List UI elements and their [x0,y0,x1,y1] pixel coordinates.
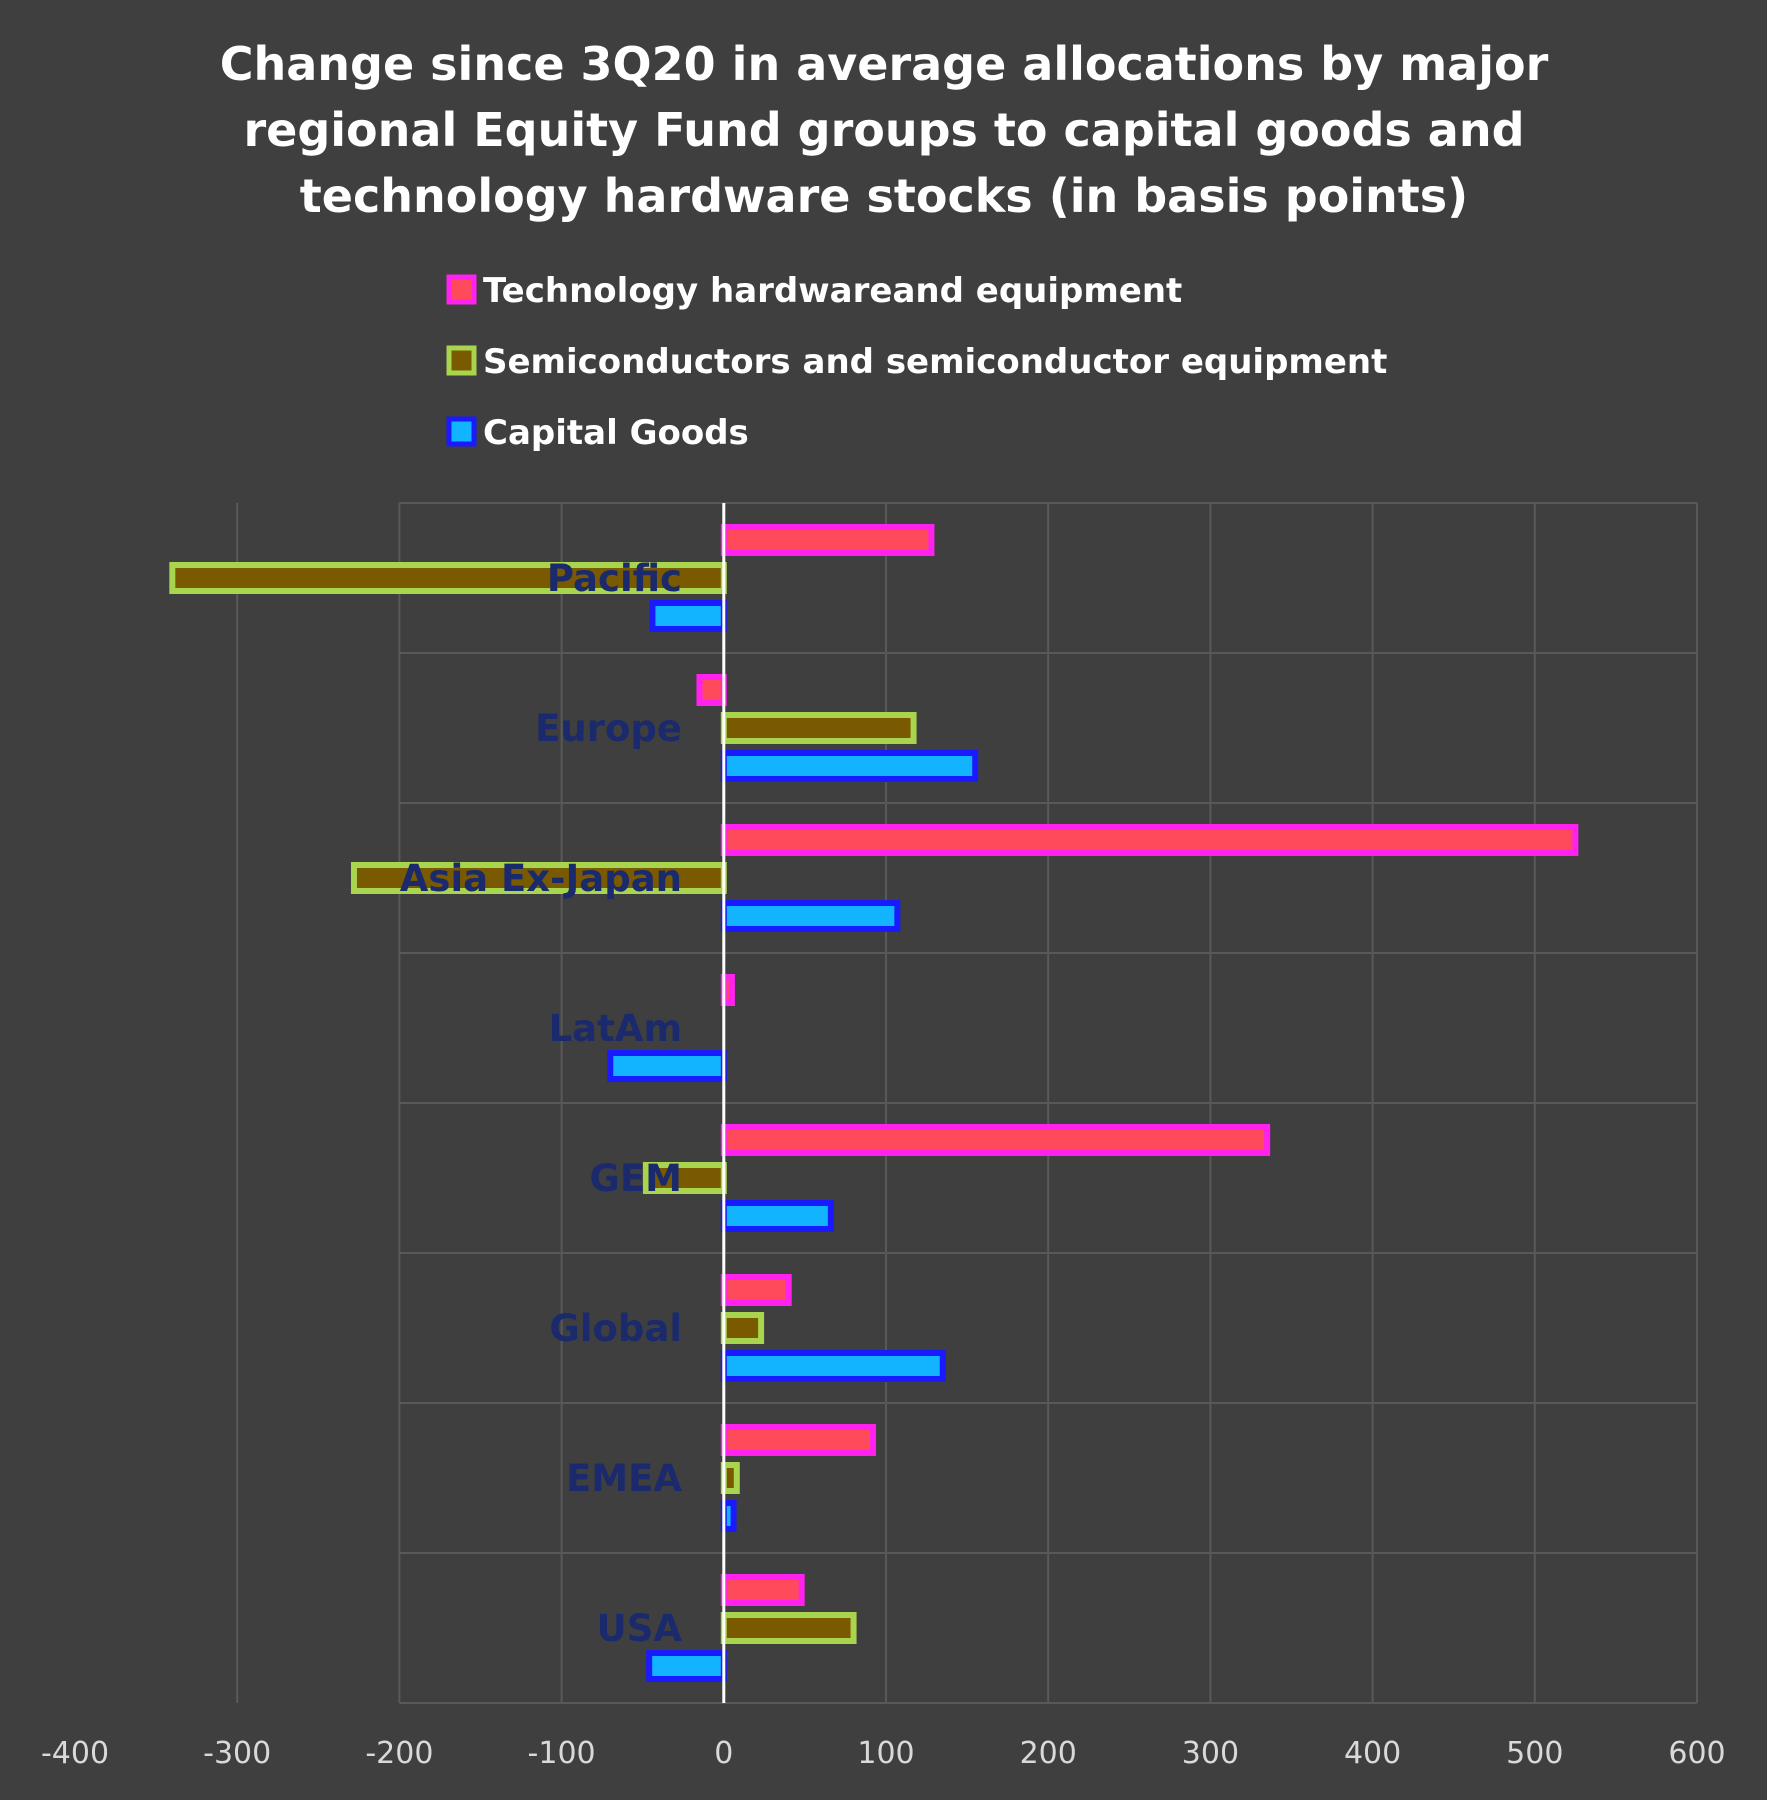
chart-title-line-2: regional Equity Fund groups to capital g… [243,103,1524,157]
legend-swatch-1 [446,345,477,376]
bar-5-1 [720,1312,765,1344]
category-label-6: EMEA [566,1457,682,1500]
bar-7-1 [720,1612,857,1644]
bar-6-1 [720,1462,740,1494]
bars [169,503,1579,1703]
bar-7-0 [720,1574,805,1606]
category-labels: Pacific Europe Asia Ex-Japan LatAm GEM Global… [400,557,683,1650]
bar-1-2 [720,750,979,782]
category-label-7: USA [597,1607,683,1650]
legend-label-0: Technology hardwareand equipment [483,271,1182,311]
bar-4-2 [720,1200,834,1232]
bar-5-0 [720,1274,792,1306]
category-label-0: Pacific [547,557,682,600]
x-tick-label-2: -200 [365,1736,433,1771]
bar-1-0 [696,674,727,706]
bar-2-2 [720,900,901,932]
bar-7-2 [646,1650,727,1682]
chart-title-line-3: technology hardware stocks (in basis poi… [300,169,1468,223]
legend-label-1: Semiconductors and semiconductor equipme… [483,342,1387,382]
category-label-2: Asia Ex-Japan [400,857,682,900]
legend: Technology hardwareand equipment Semicond… [446,271,1387,453]
x-tick-label-6: 200 [1020,1736,1077,1771]
x-tick-label-8: 400 [1344,1736,1401,1771]
bar-6-0 [720,1424,877,1456]
chart-title: Change since 3Q20 in average allocations… [220,37,1549,223]
bar-4-0 [720,1124,1271,1156]
legend-swatch-2 [446,416,477,447]
x-axis-ticks: -400 -300 -200 -100 0 100 200 300 400 500 600 [41,1736,1726,1771]
category-label-1: Europe [535,707,682,750]
bar-0-2 [649,600,727,632]
x-tick-label-5: 100 [857,1736,914,1771]
x-tick-label-10: 600 [1668,1736,1725,1771]
bar-3-2 [607,1050,727,1082]
bar-1-1 [720,712,917,744]
legend-label-2: Capital Goods [483,413,749,453]
x-tick-label-9: 500 [1506,1736,1563,1771]
x-tick-label-1: -300 [203,1736,271,1771]
x-tick-label-0: -400 [41,1736,109,1771]
category-label-3: LatAm [549,1007,682,1050]
bar-0-0 [720,524,935,556]
bar-5-2 [720,1350,946,1382]
x-tick-label-7: 300 [1182,1736,1239,1771]
category-label-5: Global [549,1307,682,1350]
bar-2-0 [720,824,1579,856]
chart-title-line-1: Change since 3Q20 in average allocations… [220,37,1549,91]
legend-swatch-0 [446,274,477,305]
category-label-4: GEM [590,1157,682,1200]
x-tick-label-3: -100 [528,1736,596,1771]
x-tick-label-4: 0 [714,1736,733,1771]
